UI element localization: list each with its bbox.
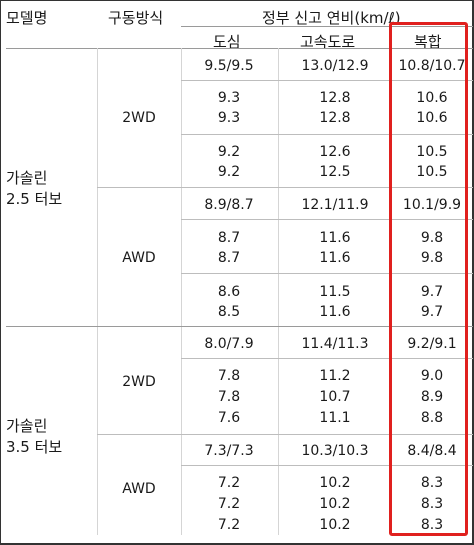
city-value: 8.5 [217, 304, 241, 320]
city-value: 7.6 [217, 410, 241, 426]
combined-value: 10.1/9.9 [402, 197, 462, 213]
model-label: 가솔린 2.5 터보 [6, 169, 63, 208]
column-divider [181, 48, 182, 535]
combined-value: 9.7 [420, 284, 444, 300]
highway-value: 12.1/11.9 [301, 197, 369, 213]
row-divider [97, 187, 473, 188]
city-value: 7.8 [217, 389, 241, 405]
highway-value: 11.6 [319, 250, 351, 266]
header-efficiency: 정부 신고 연비(km/ℓ) [262, 9, 401, 27]
combined-value: 8.4/8.4 [407, 443, 457, 459]
combined-value: 10.6 [416, 110, 448, 126]
combined-column-highlight [389, 22, 468, 536]
row-divider [181, 219, 473, 220]
combined-value: 8.8 [420, 410, 444, 426]
drive-label: AWD [122, 481, 156, 497]
city-value: 9.3 [217, 110, 241, 126]
city-value: 8.7 [217, 230, 241, 246]
highway-value: 11.5 [319, 284, 351, 300]
header-highway: 고속도로 [300, 33, 356, 51]
combined-value: 8.3 [420, 517, 444, 533]
header-model: 모델명 [6, 9, 48, 27]
row-divider [181, 273, 473, 274]
combined-value: 9.8 [420, 230, 444, 246]
row-divider [181, 465, 473, 466]
highway-value: 10.2 [319, 475, 351, 491]
drive-label: 2WD [122, 110, 156, 126]
combined-value: 8.3 [420, 475, 444, 491]
highway-value: 10.2 [319, 496, 351, 512]
city-value: 8.9/8.7 [204, 197, 254, 213]
highway-value: 11.4/11.3 [301, 336, 369, 352]
city-value: 9.2 [217, 144, 241, 160]
model-label: 가솔린 3.5 터보 [6, 417, 63, 456]
city-value: 7.3/7.3 [204, 443, 254, 459]
row-divider [181, 358, 473, 359]
combined-value: 9.2/9.1 [407, 336, 457, 352]
column-divider [278, 48, 279, 535]
city-value: 9.2 [217, 164, 241, 180]
drive-label: AWD [122, 250, 156, 266]
highway-value: 11.1 [319, 410, 351, 426]
row-divider [97, 434, 473, 435]
highway-value: 11.6 [319, 230, 351, 246]
row-divider [181, 134, 473, 135]
city-value: 7.2 [217, 475, 241, 491]
header-divider [6, 48, 473, 49]
highway-value: 10.7 [319, 389, 351, 405]
city-value: 8.7 [217, 250, 241, 266]
combined-value: 9.8 [420, 250, 444, 266]
drive-label: 2WD [122, 374, 156, 390]
column-divider [97, 48, 98, 535]
highway-value: 10.3/10.3 [301, 443, 369, 459]
city-value: 9.3 [217, 90, 241, 106]
highway-value: 11.2 [319, 368, 351, 384]
combined-value: 10.5 [416, 164, 448, 180]
combined-value: 10.6 [416, 90, 448, 106]
combined-value: 8.3 [420, 496, 444, 512]
highway-value: 12.8 [319, 110, 351, 126]
combined-value: 10.8/10.7 [398, 58, 466, 74]
header-combined: 복합 [414, 33, 442, 51]
city-value: 9.5/9.5 [204, 58, 254, 74]
highway-value: 10.2 [319, 517, 351, 533]
highway-value: 12.6 [319, 144, 351, 160]
highway-value: 13.0/12.9 [301, 58, 369, 74]
combined-value: 9.7 [420, 304, 444, 320]
city-value: 8.0/7.9 [204, 336, 254, 352]
combined-value: 10.5 [416, 144, 448, 160]
combined-value: 9.0 [420, 368, 444, 384]
city-value: 7.2 [217, 517, 241, 533]
header-city: 도심 [213, 33, 241, 51]
highway-value: 12.5 [319, 164, 351, 180]
highway-value: 12.8 [319, 90, 351, 106]
combined-value: 8.9 [420, 389, 444, 405]
highway-value: 11.6 [319, 304, 351, 320]
group-divider [6, 326, 473, 327]
row-divider [181, 80, 473, 81]
header-drive: 구동방식 [108, 9, 164, 27]
city-value: 7.2 [217, 496, 241, 512]
city-value: 8.6 [217, 284, 241, 300]
header-divider-top [181, 26, 473, 27]
city-value: 7.8 [217, 368, 241, 384]
